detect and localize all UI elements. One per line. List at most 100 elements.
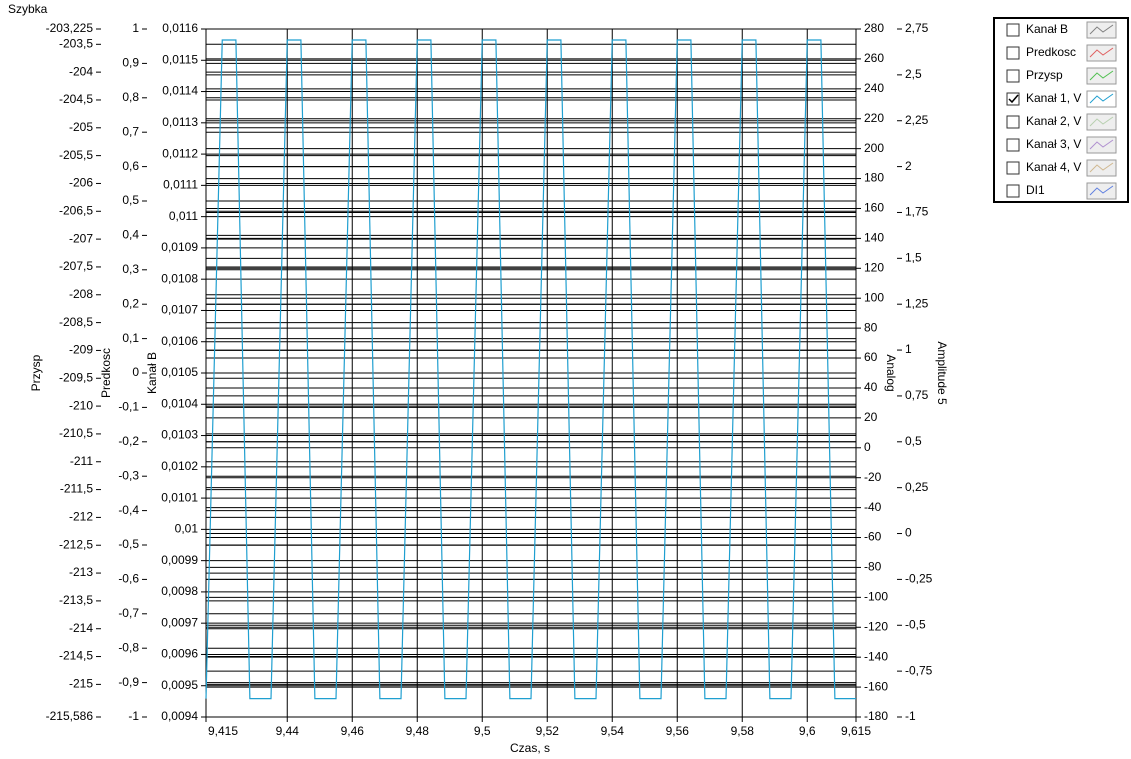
y-tick-label: 120 (864, 260, 884, 274)
x-tick-label: 9,6 (799, 724, 816, 738)
y-tick-label: 0,0094 (161, 709, 198, 723)
legend-swatch (1089, 162, 1114, 173)
y-tick-label: -210 (69, 398, 93, 412)
y-tick-label: 1,5 (905, 251, 922, 265)
legend-label: DI1 (1026, 183, 1045, 197)
y-tick-label: -0,9 (118, 675, 139, 689)
legend-checkbox (1006, 69, 1020, 83)
y-tick-label: 0,0106 (161, 334, 198, 348)
y-tick-label: 0,3 (122, 262, 139, 276)
y-tick-label: -1 (905, 709, 916, 723)
y-tick-label: 220 (864, 111, 884, 125)
y-tick-label: 0,0103 (161, 428, 198, 442)
y-tick-label: -120 (864, 619, 888, 633)
x-tick-label: 9,415 (208, 724, 238, 738)
x-axis-label: Czas, s (510, 741, 550, 755)
y-tick-label: 1 (905, 342, 912, 356)
legend-swatch (1089, 116, 1114, 127)
x-tick-label: 9,5 (474, 724, 491, 738)
y-tick-label: 0,0097 (161, 615, 198, 629)
y-tick-label: -0,7 (118, 606, 139, 620)
legend-label: Kanał 2, V (1026, 114, 1081, 128)
legend-swatch-box (1086, 136, 1117, 154)
legend-swatch (1089, 93, 1114, 104)
data-line (205, 39, 856, 700)
y-tick-label: -180 (864, 709, 888, 723)
legend-checkbox (1006, 115, 1020, 129)
y-tick-label: 0 (864, 440, 871, 454)
y-tick-label: -210,5 (59, 426, 93, 440)
y-tick-label: 2,25 (905, 113, 929, 127)
y-tick-label: -1 (128, 709, 139, 723)
y-tick-label: 0,0099 (161, 553, 198, 567)
legend-label: Przysp (1026, 68, 1063, 82)
y-tick-label: 180 (864, 171, 884, 185)
y-tick-label: 0,011 (169, 209, 198, 223)
y-tick-label: 100 (864, 290, 884, 304)
y-tick-label: -215,586 (46, 709, 94, 723)
y-tick-label: 60 (864, 350, 878, 364)
y-axis-label: Predkosc (99, 348, 113, 398)
y-tick-label: -212 (69, 510, 93, 524)
x-tick-label: 9,44 (276, 724, 300, 738)
y-tick-label: 0,5 (905, 434, 922, 448)
y-tick-label: -214 (69, 621, 93, 635)
y-tick-label: -0,8 (118, 640, 139, 654)
legend-swatch-box (1086, 44, 1117, 62)
y-tick-label: 0,0107 (161, 303, 198, 317)
y-tick-label: 1,75 (905, 205, 929, 219)
y-tick-label: -212,5 (59, 537, 93, 551)
y-tick-label: -0,5 (905, 617, 926, 631)
legend-checkbox (1006, 184, 1020, 198)
y-tick-label: -0,75 (905, 663, 933, 677)
y-tick-label: 0,0101 (161, 490, 198, 504)
legend-label: Kanał B (1026, 22, 1068, 36)
y-tick-label: 0,2 (122, 296, 139, 310)
y-tick-label: 0,0102 (161, 459, 198, 473)
x-tick-label: 9,46 (341, 724, 365, 738)
x-tick-label: 9,52 (536, 724, 560, 738)
y-tick-label: 0,0112 (162, 146, 198, 160)
y-tick-label: 0,75 (905, 388, 929, 402)
y-tick-label: -0,1 (118, 400, 139, 414)
y-tick-label: 260 (864, 51, 884, 65)
y-tick-label: -160 (864, 679, 888, 693)
y-tick-label: -0,3 (118, 468, 139, 482)
y-tick-label: -0,2 (118, 434, 139, 448)
y-tick-label: -40 (864, 500, 882, 514)
legend-swatch-box (1086, 67, 1117, 85)
y-tick-label: -0,4 (118, 503, 139, 517)
y-tick-label: 0,0105 (161, 365, 198, 379)
y-tick-label: 140 (864, 231, 884, 245)
y-tick-label: 240 (864, 81, 884, 95)
y-tick-label: 0,25 (905, 480, 929, 494)
y-tick-label: -214,5 (59, 649, 93, 663)
legend-label: Kanał 1, V (1026, 91, 1081, 105)
y-tick-label: 0,6 (122, 159, 139, 173)
legend-label: Kanał 3, V (1026, 137, 1081, 151)
y-tick-label: -209 (69, 343, 93, 357)
y-tick-label: -209,5 (59, 370, 93, 384)
y-tick-label: 80 (864, 320, 878, 334)
y-tick-label: 2,75 (905, 21, 929, 35)
y-tick-label: 0,4 (122, 228, 139, 242)
x-tick-label: 9,615 (841, 724, 871, 738)
legend-swatch (1089, 24, 1114, 35)
y-axis-label: Amplitude 5 (935, 341, 949, 405)
y-tick-label: 0,0098 (161, 584, 198, 598)
y-tick-label: 0,0114 (162, 84, 198, 98)
y-tick-label: 0,0109 (161, 240, 198, 254)
y-tick-label: 0,7 (122, 124, 139, 138)
y-tick-label: 2 (905, 159, 912, 173)
legend-label: Predkosc (1026, 45, 1076, 59)
y-tick-label: 0,0116 (162, 21, 198, 35)
y-tick-label: 1 (132, 21, 139, 35)
y-tick-label: -100 (864, 590, 888, 604)
y-tick-label: 0,0096 (161, 647, 198, 661)
y-tick-label: 0,0095 (161, 678, 198, 692)
y-tick-label: -213 (69, 565, 93, 579)
y-tick-label: -0,5 (118, 537, 139, 551)
y-tick-label: 0,1 (122, 331, 139, 345)
